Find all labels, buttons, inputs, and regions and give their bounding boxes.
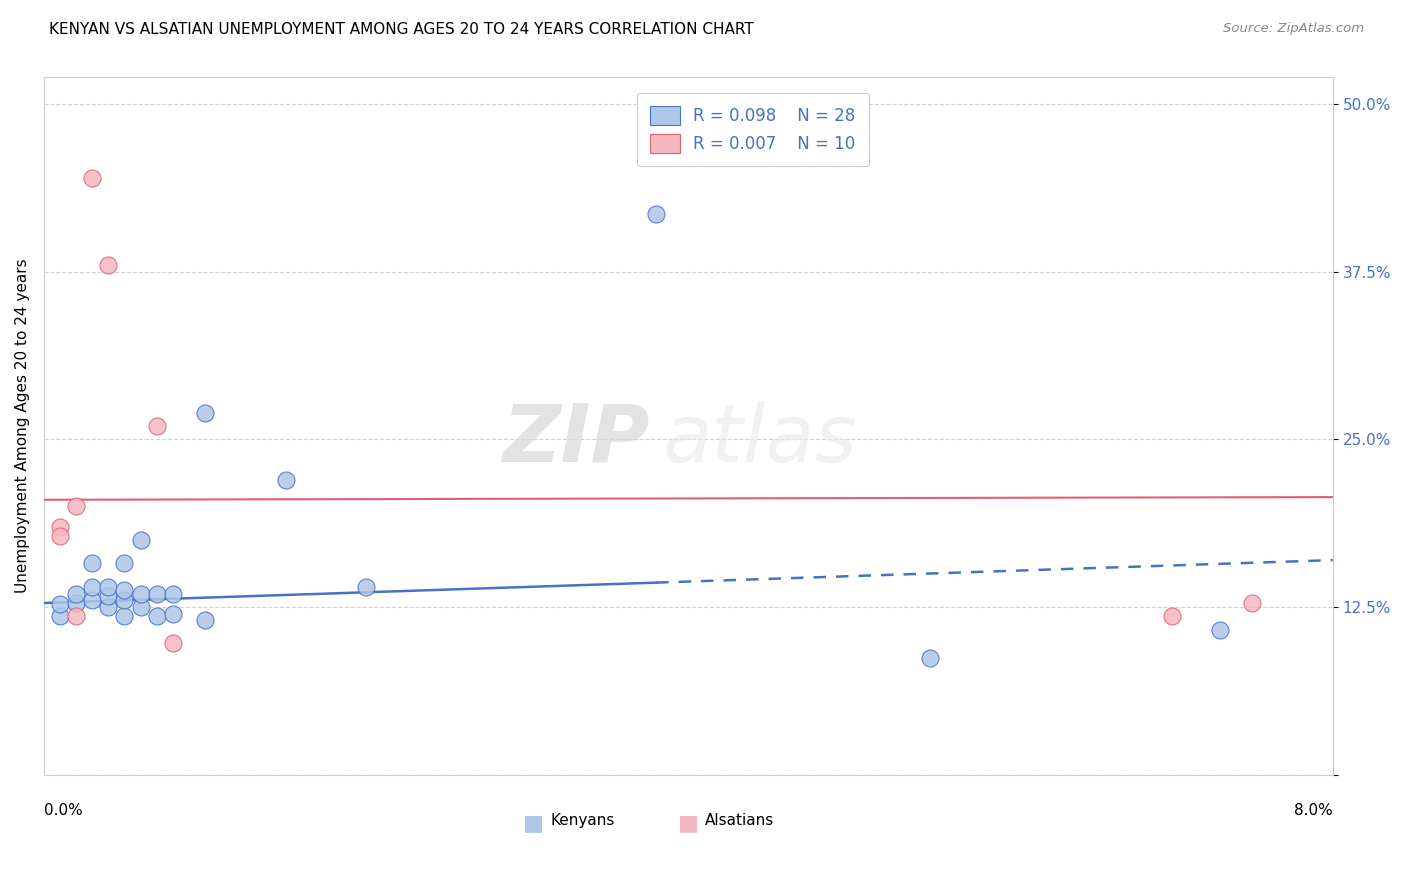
Point xyxy=(145,609,167,624)
Text: Alsatians: Alsatians xyxy=(704,813,775,828)
Point xyxy=(82,593,104,607)
Point xyxy=(114,556,136,570)
Text: 0.0%: 0.0% xyxy=(44,803,83,817)
Point xyxy=(162,607,184,621)
Point xyxy=(354,580,377,594)
Point xyxy=(129,586,152,600)
Point xyxy=(1241,596,1264,610)
Point xyxy=(1209,623,1232,637)
Point xyxy=(274,473,297,487)
Text: ■: ■ xyxy=(523,813,544,833)
Point xyxy=(97,580,120,594)
Point xyxy=(49,529,72,543)
Text: Source: ZipAtlas.com: Source: ZipAtlas.com xyxy=(1223,22,1364,36)
Point xyxy=(129,600,152,615)
Y-axis label: Unemployment Among Ages 20 to 24 years: Unemployment Among Ages 20 to 24 years xyxy=(15,259,30,593)
Point xyxy=(145,419,167,434)
Point xyxy=(918,651,941,665)
Point xyxy=(82,556,104,570)
Point xyxy=(97,258,120,272)
Point xyxy=(65,596,87,610)
Point xyxy=(65,586,87,600)
Point xyxy=(194,614,217,628)
Point xyxy=(49,519,72,533)
Point xyxy=(114,593,136,607)
Text: ZIP: ZIP xyxy=(502,401,650,479)
Point xyxy=(65,500,87,514)
Point xyxy=(49,598,72,612)
Text: atlas: atlas xyxy=(662,401,858,479)
Text: Kenyans: Kenyans xyxy=(550,813,614,828)
Text: ■: ■ xyxy=(678,813,699,833)
Text: KENYAN VS ALSATIAN UNEMPLOYMENT AMONG AGES 20 TO 24 YEARS CORRELATION CHART: KENYAN VS ALSATIAN UNEMPLOYMENT AMONG AG… xyxy=(49,22,754,37)
Point xyxy=(82,171,104,186)
Point xyxy=(97,590,120,604)
Point xyxy=(145,586,167,600)
Point xyxy=(49,609,72,624)
Point xyxy=(97,600,120,615)
Text: 8.0%: 8.0% xyxy=(1294,803,1333,817)
Point xyxy=(65,609,87,624)
Point xyxy=(194,406,217,420)
Legend: R = 0.098    N = 28, R = 0.007    N = 10: R = 0.098 N = 28, R = 0.007 N = 10 xyxy=(637,93,869,166)
Point xyxy=(162,636,184,650)
Point xyxy=(114,609,136,624)
Point xyxy=(114,582,136,597)
Point xyxy=(1160,609,1182,624)
Point xyxy=(82,580,104,594)
Point xyxy=(645,207,668,221)
Point xyxy=(129,533,152,547)
Point xyxy=(162,586,184,600)
